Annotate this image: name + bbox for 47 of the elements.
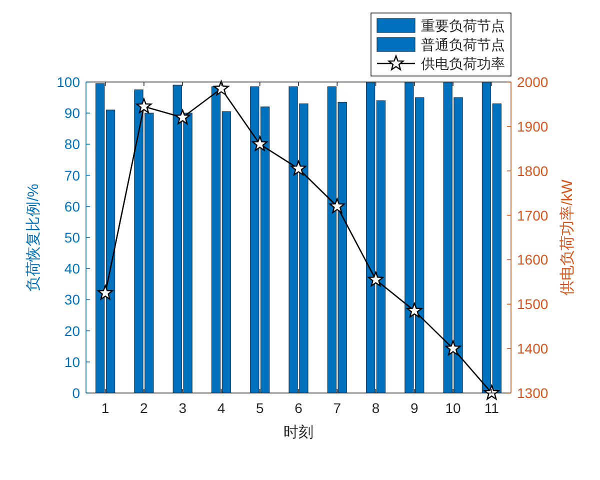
x-tick-label: 9 <box>410 400 419 416</box>
point <box>368 272 384 286</box>
point <box>290 160 306 176</box>
y-tick-label: 0 <box>72 385 80 401</box>
y2-axis-title: 供电负荷功率/kW <box>559 178 576 296</box>
y-tick-label: 50 <box>64 230 80 246</box>
x-tick-label: 7 <box>333 400 342 416</box>
x-axis-title: 时刻 <box>284 424 314 441</box>
x-tick-label: 10 <box>445 400 462 416</box>
point <box>252 136 268 151</box>
x-tick-label: 1 <box>101 400 110 416</box>
y2-tick-label: 1600 <box>517 252 548 268</box>
point <box>213 80 229 96</box>
x-tick-label: 4 <box>217 400 226 416</box>
y2-tick-label: 1500 <box>517 296 548 312</box>
point <box>174 109 190 124</box>
y-tick-label: 20 <box>64 322 80 339</box>
x-tick-label: 5 <box>256 400 264 416</box>
point <box>484 384 500 400</box>
x-tick-label: 11 <box>484 400 500 416</box>
point <box>406 302 422 318</box>
legend-label: 供电负荷功率 <box>421 56 505 72</box>
x-tick-label: 8 <box>372 400 380 416</box>
y2-tick-label: 1900 <box>517 118 548 134</box>
y-tick-label: 70 <box>64 167 80 184</box>
x-tick-label: 2 <box>140 400 148 416</box>
y-tick-label: 40 <box>64 260 80 277</box>
y2-tick-label: 1800 <box>517 162 548 179</box>
y2-tick-label: 1700 <box>517 207 548 224</box>
y-tick-label: 80 <box>64 136 80 152</box>
point <box>98 284 114 300</box>
y-tick-label: 30 <box>64 292 80 308</box>
x-tick-label: 3 <box>178 400 187 416</box>
point <box>445 340 461 356</box>
point <box>136 98 152 114</box>
y-axis-title: 负荷恢复比例/% <box>25 184 42 292</box>
y-tick-label: 60 <box>64 198 80 214</box>
x-tick-label: 6 <box>294 400 303 416</box>
y-tick-label: 100 <box>56 74 80 90</box>
legend-label: 普通负荷节点 <box>421 36 505 52</box>
y2-tick-label: 2000 <box>517 74 548 90</box>
y-tick-label: 10 <box>64 354 80 370</box>
y2-tick-label: 1300 <box>517 385 548 401</box>
y-tick-label: 90 <box>64 105 80 122</box>
point <box>329 198 345 214</box>
y2-tick-label: 1400 <box>517 340 548 357</box>
legend-label: 重要负荷节点 <box>421 18 505 34</box>
